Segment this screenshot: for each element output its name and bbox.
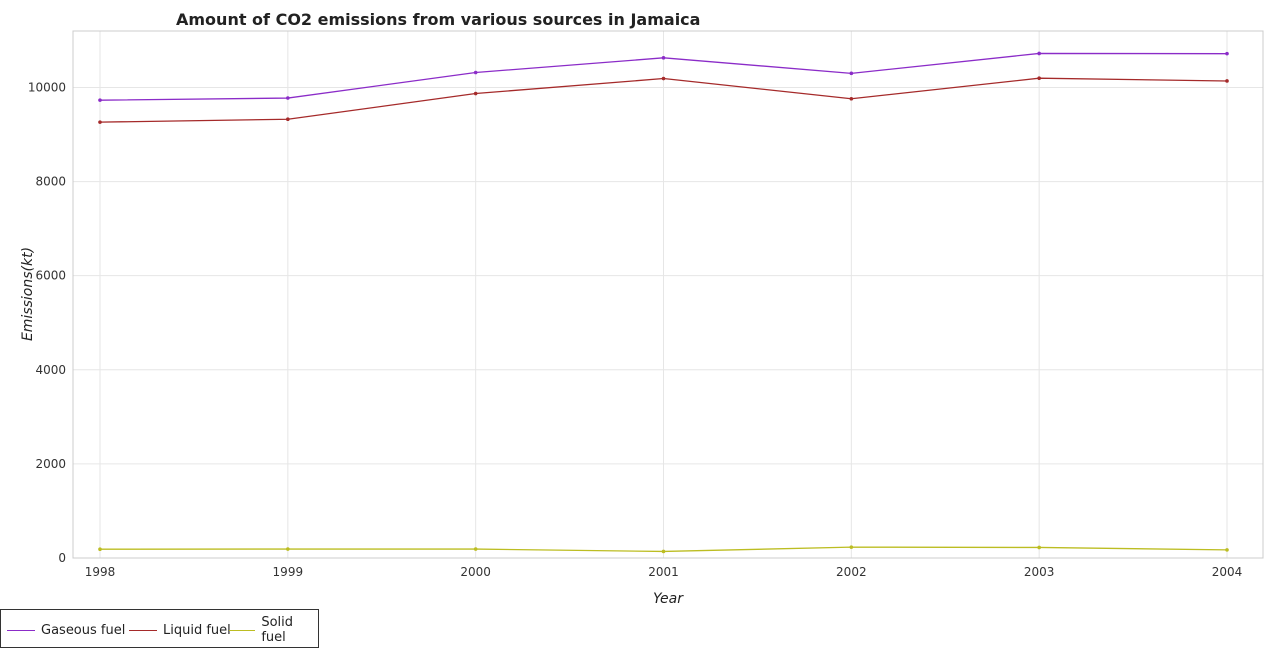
data-point-gaseous-fuel <box>661 56 666 60</box>
data-point-solid-fuel <box>1225 548 1229 552</box>
x-tick-label: 2002 <box>836 565 867 579</box>
legend: Gaseous fuel Liquid fuel Solid fuel <box>0 609 319 648</box>
plot-area <box>72 30 1264 559</box>
data-point-solid-fuel <box>98 547 102 552</box>
y-tick-label: 4000 <box>35 363 66 377</box>
data-point-solid-fuel <box>473 547 478 551</box>
data-point-solid-fuel <box>286 547 290 551</box>
y-axis: 0 2000 4000 6000 8000 10000 <box>28 80 66 565</box>
data-point-liquid-fuel <box>98 120 102 124</box>
data-point-liquid-fuel <box>1037 76 1041 80</box>
data-point-solid-fuel <box>849 545 854 549</box>
x-tick-label: 1999 <box>273 565 304 579</box>
legend-item-gaseous: Gaseous fuel <box>7 622 125 638</box>
x-axis: 1998 1999 2000 2001 2002 2003 2004 <box>85 565 1243 579</box>
legend-label-solid: Solid fuel <box>261 615 294 645</box>
x-tick-label: 1998 <box>85 565 116 579</box>
data-point-gaseous-fuel <box>286 96 290 100</box>
data-point-liquid-fuel <box>473 91 478 96</box>
y-tick-label: 2000 <box>35 457 66 471</box>
data-point-liquid-fuel <box>661 76 666 81</box>
x-tick-label: 2003 <box>1024 565 1055 579</box>
legend-label-gaseous: Gaseous fuel <box>41 622 126 638</box>
data-point-gaseous-fuel <box>849 71 854 76</box>
data-point-gaseous-fuel <box>473 70 478 75</box>
data-point-liquid-fuel <box>849 96 854 101</box>
x-tick-label: 2001 <box>648 565 679 579</box>
y-axis-label: Emissions(kt) <box>20 247 36 341</box>
grid <box>73 31 1263 559</box>
data-point-gaseous-fuel <box>1225 51 1229 56</box>
legend-label-liquid: Liquid fuel <box>163 622 231 638</box>
x-tick-label: 2004 <box>1212 565 1243 579</box>
data-point-gaseous-fuel <box>98 98 102 102</box>
data-point-gaseous-fuel <box>1037 51 1041 56</box>
data-point-solid-fuel <box>661 549 666 554</box>
series-group <box>98 51 1229 554</box>
x-tick-label: 2000 <box>460 565 491 579</box>
y-tick-label: 8000 <box>35 175 66 189</box>
legend-item-liquid: Liquid fuel <box>129 622 231 638</box>
data-point-solid-fuel <box>1037 545 1041 550</box>
y-tick-label: 10000 <box>28 80 66 94</box>
legend-item-solid: Solid fuel <box>229 615 318 645</box>
y-tick-label: 6000 <box>35 269 66 283</box>
data-point-liquid-fuel <box>1225 79 1229 83</box>
x-axis-label: Year <box>653 591 684 607</box>
legend-swatch-gaseous <box>7 629 35 631</box>
y-tick-label: 0 <box>58 551 66 565</box>
legend-swatch-solid <box>229 629 256 631</box>
data-point-liquid-fuel <box>286 117 290 122</box>
chart-title: Amount of CO2 emissions from various sou… <box>176 10 700 29</box>
legend-swatch-liquid <box>129 629 157 631</box>
